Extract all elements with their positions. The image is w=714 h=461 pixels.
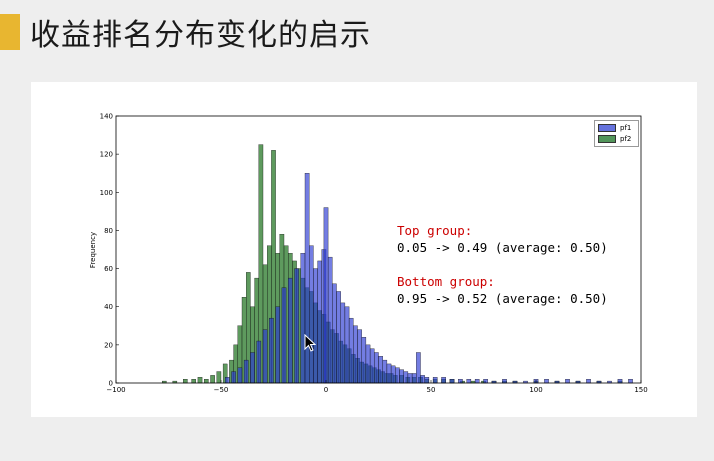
bar-pf1-35 [395, 367, 400, 384]
bar-pf1-6 [262, 329, 268, 384]
bar-pf2-6 [210, 375, 215, 384]
slide-title: 收益排名分布变化的启示 [30, 18, 371, 53]
bar-pf2-2 [183, 379, 188, 384]
y-tick-label: 100 [100, 189, 113, 197]
bar-pf1-23 [344, 306, 350, 384]
slide-title-bar: 收益排名分布变化的启示 [0, 0, 714, 62]
x-tick-label: 150 [634, 386, 647, 394]
bar-pf1-1 [231, 371, 236, 384]
bar-pf1-24 [348, 317, 354, 384]
plot-frame [115, 115, 642, 384]
bar-pf1-19 [327, 256, 333, 384]
annotation-top-label: Top group: [397, 223, 473, 238]
bar-pf1-10 [288, 277, 293, 384]
bar-pf1-37 [403, 371, 409, 384]
mouse-pointer-icon [304, 333, 317, 356]
x-tick-label: 100 [529, 386, 542, 394]
bar-pf1-59 [586, 379, 591, 384]
bar-pf2-3 [191, 379, 196, 384]
bar-pf1-49 [483, 379, 488, 384]
bar-pf1-63 [628, 379, 633, 384]
series-pf2-bars [162, 144, 623, 384]
y-tick-label: 60 [104, 265, 113, 273]
legend-label-pf1: pf1 [620, 124, 632, 132]
bar-pf1-15 [313, 268, 318, 384]
bar-pf1-7 [269, 317, 274, 384]
y-axis-label: Frequency [89, 232, 97, 268]
bar-pf1-31 [378, 356, 383, 384]
x-tick-label: 0 [324, 386, 328, 394]
bar-pf1-47 [466, 379, 472, 384]
bar-pf1-55 [544, 379, 549, 384]
x-tick-label: −50 [214, 386, 229, 394]
bar-pf1-0 [225, 377, 230, 384]
legend-swatch-pf2 [598, 135, 616, 143]
annotation-top-values: 0.05 -> 0.49 (average: 0.50) [397, 240, 608, 255]
bar-pf1-12 [300, 253, 306, 384]
annotation-bottom-label: Bottom group: [397, 274, 495, 289]
chart-legend: pf1 pf2 [594, 120, 639, 147]
bar-pf1-25 [353, 325, 358, 384]
bar-pf1-9 [281, 287, 287, 384]
y-tick-label: 0 [109, 380, 113, 388]
legend-swatch-pf1 [598, 124, 616, 132]
bar-pf1-57 [565, 379, 570, 384]
bar-pf1-20 [332, 283, 337, 384]
bar-pf1-62 [617, 379, 623, 384]
bar-pf1-28 [365, 344, 371, 384]
bar-pf1-11 [294, 268, 299, 384]
annotation-bottom-values: 0.95 -> 0.52 (average: 0.50) [397, 291, 608, 306]
bar-pf1-32 [382, 359, 388, 384]
bar-pf2-7 [216, 371, 222, 384]
bar-pf1-26 [357, 329, 362, 384]
y-tick-label: 80 [104, 227, 113, 235]
bar-pf2-5 [204, 379, 209, 384]
x-tick-label: −100 [106, 386, 125, 394]
bar-pf1-8 [275, 306, 280, 384]
bar-pf1-16 [317, 260, 322, 384]
bar-pf1-36 [399, 369, 404, 384]
y-tick-label: 40 [104, 303, 113, 311]
bar-pf1-42 [424, 377, 430, 384]
legend-item-pf1: pf1 [598, 123, 631, 133]
bar-pf1-2 [237, 367, 243, 384]
bar-pf1-33 [386, 363, 392, 384]
bar-pf1-34 [390, 365, 396, 384]
x-tick-label: 50 [427, 386, 436, 394]
bar-pf1-45 [449, 379, 455, 384]
y-axis-ticks: 0 20 40 60 80 100 120 140 [100, 113, 119, 388]
series-pf1-bars [225, 173, 633, 384]
bar-pf1-41 [420, 375, 425, 384]
bar-pf1-18 [323, 207, 329, 384]
y-tick-label: 120 [100, 151, 113, 159]
bar-pf1-38 [407, 373, 413, 384]
bar-pf1-14 [309, 245, 314, 384]
bar-pf1-51 [502, 379, 507, 384]
bar-pf1-39 [411, 373, 417, 384]
bar-pf1-4 [250, 352, 255, 384]
legend-label-pf2: pf2 [620, 135, 632, 143]
bar-pf1-27 [361, 337, 367, 384]
bar-pf2-4 [197, 377, 203, 384]
bar-pf1-21 [336, 291, 341, 384]
title-accent-bar [0, 14, 20, 50]
bar-pf1-29 [369, 348, 375, 384]
y-tick-label: 20 [104, 341, 113, 349]
bar-pf1-44 [441, 377, 446, 384]
bar-pf1-5 [256, 340, 262, 384]
bar-pf1-3 [243, 359, 249, 384]
x-axis-ticks: −100 −50 0 50 100 150 [106, 380, 648, 394]
bar-pf1-30 [374, 352, 379, 384]
bar-pf1-40 [416, 352, 421, 384]
legend-item-pf2: pf2 [598, 134, 631, 144]
bar-pf1-48 [474, 379, 480, 384]
y-tick-label: 140 [100, 113, 113, 121]
bar-pf1-43 [432, 377, 438, 384]
bar-pf1-46 [458, 379, 463, 384]
bar-pf1-22 [340, 302, 346, 384]
